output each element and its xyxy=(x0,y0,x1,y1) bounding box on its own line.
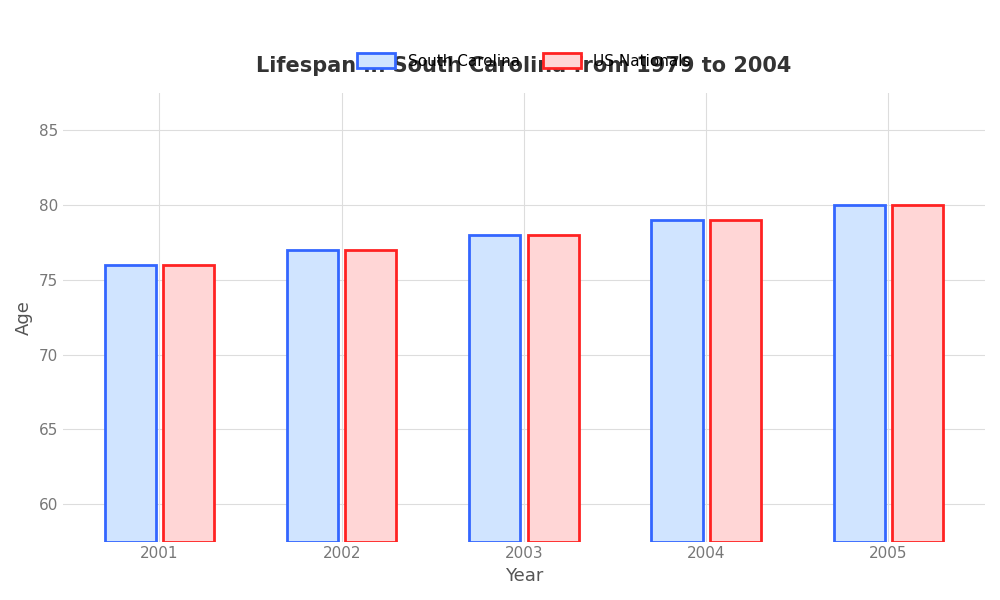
X-axis label: Year: Year xyxy=(505,567,543,585)
Bar xyxy=(105,265,156,542)
Title: Lifespan in South Carolina from 1979 to 2004: Lifespan in South Carolina from 1979 to … xyxy=(256,56,792,76)
Bar xyxy=(345,250,396,542)
Bar xyxy=(834,205,885,542)
Bar xyxy=(469,235,520,542)
Legend: South Carolina, US Nationals: South Carolina, US Nationals xyxy=(351,47,697,75)
Y-axis label: Age: Age xyxy=(15,300,33,335)
Bar xyxy=(651,220,703,542)
Bar xyxy=(892,205,943,542)
Bar xyxy=(710,220,761,542)
Bar xyxy=(163,265,214,542)
Bar xyxy=(528,235,579,542)
Bar xyxy=(287,250,338,542)
